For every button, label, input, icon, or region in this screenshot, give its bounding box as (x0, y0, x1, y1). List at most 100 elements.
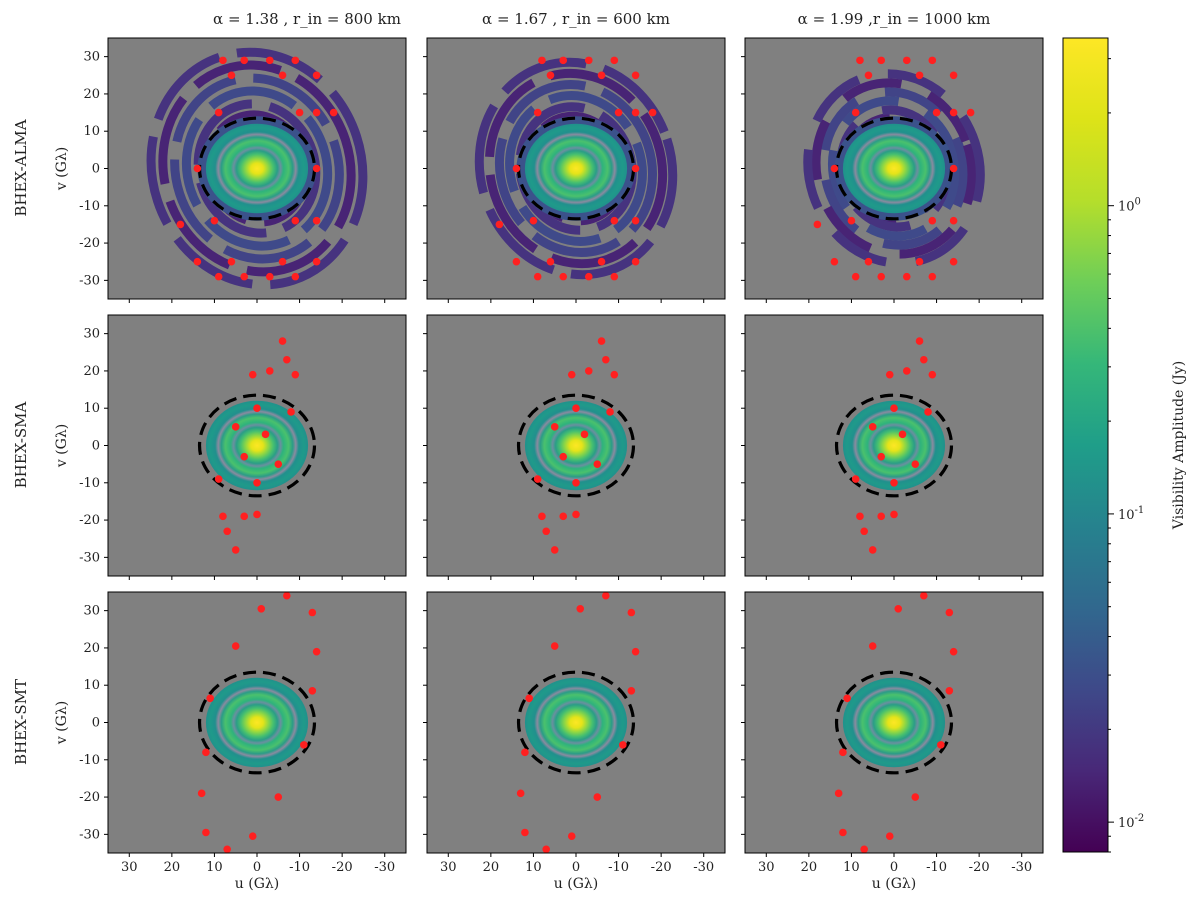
uv-point (856, 56, 864, 65)
uv-point (265, 272, 274, 281)
dashed-circle (834, 393, 954, 498)
y-tick-label: 0 (92, 162, 100, 177)
x-tick-label: 20 (483, 860, 500, 875)
uv-arc (146, 47, 368, 290)
panel-smt-2: 30 20 10 0 -10 -20 -30 u (Gλ) (423, 591, 726, 892)
visibility-disk (524, 677, 628, 768)
x-axis-label: u (Gλ) (872, 876, 916, 892)
uv-point (227, 257, 236, 266)
uv-point (295, 108, 304, 117)
uv-point (945, 608, 954, 617)
x-axis-label: u (Gλ) (235, 876, 279, 892)
uv-point (512, 257, 521, 266)
uv-point (928, 272, 937, 281)
uv-point (257, 604, 266, 613)
uv-point (291, 216, 300, 225)
uv-point (567, 832, 576, 841)
uv-point (308, 608, 317, 617)
uv-point (949, 647, 958, 656)
uv-arc (505, 91, 647, 246)
uv-point (928, 370, 937, 379)
uv-point (830, 164, 839, 173)
uv-point (847, 216, 856, 225)
uv-point (619, 741, 627, 749)
uv-point (894, 604, 903, 613)
uv-point (240, 272, 249, 281)
uv-point (945, 687, 954, 695)
uv-point (610, 56, 619, 65)
uv-point (231, 642, 240, 650)
x-tick-label: 0 (890, 860, 898, 875)
uv-point (920, 592, 928, 600)
uv-point (538, 56, 546, 65)
uv-point (631, 164, 640, 173)
uv-arc (803, 69, 985, 268)
dashed-circle (516, 393, 636, 498)
uv-point (614, 108, 623, 117)
uv-point (902, 272, 911, 281)
x-tick-label: 10 (525, 860, 542, 875)
y-tick-label: -30 (79, 827, 100, 842)
uv-point (206, 694, 214, 703)
uv-point (928, 216, 937, 225)
uv-point (597, 257, 606, 266)
column-title-2: α = 1.67 , r_in = 600 km (482, 10, 670, 28)
uv-point (538, 512, 546, 521)
uv-point (966, 108, 975, 117)
uv-point (542, 527, 550, 536)
uv-point (610, 216, 619, 225)
x-tick-label: 0 (572, 860, 580, 875)
y-tick-label: 0 (92, 439, 100, 454)
uv-point (885, 832, 894, 841)
x-tick-label: 0 (253, 860, 261, 875)
uv-point (274, 460, 283, 468)
x-tick-label: -30 (374, 860, 395, 875)
row-label-alma: BHEX-ALMA (12, 119, 30, 216)
uv-point (516, 789, 525, 798)
row-label-sma: BHEX-SMA (12, 401, 30, 488)
uv-point (920, 355, 928, 364)
uv-point (851, 272, 860, 281)
uv-point (312, 647, 321, 656)
y-tick-label: 10 (83, 124, 100, 139)
uv-point (830, 257, 839, 266)
uv-point (864, 257, 873, 266)
visibility-map (516, 592, 640, 853)
uv-point (546, 71, 555, 80)
uv-point (521, 828, 529, 837)
panel-alma-3 (741, 37, 1044, 303)
column-title-3: α = 1.99 ,r_in = 1000 km (798, 10, 991, 28)
visibility-map (197, 592, 321, 853)
y-tick-label: 20 (83, 364, 100, 379)
uv-point (542, 845, 550, 853)
uv-point (631, 257, 640, 266)
visibility-map (146, 47, 368, 290)
uv-point (928, 56, 937, 65)
uv-point (877, 56, 886, 65)
x-tick-label: 10 (843, 860, 860, 875)
uv-point (312, 71, 321, 80)
uv-point (278, 337, 287, 345)
panel-sma-1: 30 20 10 0 -10 -20 -30 v (Gλ) (54, 314, 407, 580)
uv-point (533, 272, 542, 281)
uv-point (223, 845, 231, 853)
uv-arc (827, 96, 961, 241)
uv-point (610, 370, 619, 379)
uv-point (580, 430, 589, 439)
uv-point (559, 56, 568, 65)
uv-point (648, 108, 657, 117)
panel-sma-2 (423, 314, 726, 580)
uv-point (937, 741, 945, 749)
uv-point (576, 604, 585, 613)
y-axis-label: v (Gλ) (54, 424, 70, 468)
y-axis-label: v (Gλ) (54, 701, 70, 745)
uv-point (890, 404, 898, 413)
x-tick-label: -30 (693, 860, 714, 875)
visibility-disk (205, 123, 309, 214)
uv-arc (181, 86, 333, 251)
visibility-disk (524, 400, 628, 491)
uv-point (813, 220, 822, 229)
uv-point (860, 527, 868, 536)
uv-point (550, 423, 559, 431)
